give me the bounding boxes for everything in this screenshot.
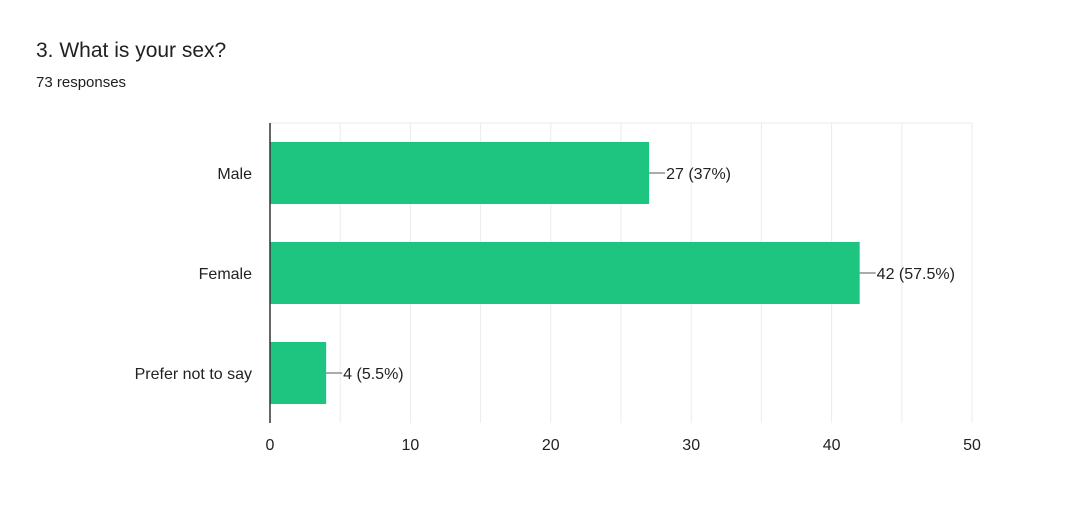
x-tick-label: 50 [963, 437, 981, 454]
x-tick-label: 0 [266, 437, 275, 454]
bar [270, 342, 327, 404]
bar [270, 142, 650, 204]
x-tick-label: 30 [682, 437, 700, 454]
data-label: 42 (57.5%) [877, 266, 955, 283]
x-tick-label: 20 [542, 437, 560, 454]
category-label: Male [217, 166, 252, 183]
category-label: Female [199, 266, 252, 283]
question-header: 3. What is your sex? 73 responses [36, 36, 226, 93]
category-label: Prefer not to say [135, 366, 252, 383]
data-label: 27 (37%) [666, 166, 731, 183]
x-tick-label: 40 [823, 437, 841, 454]
question-title: 3. What is your sex? [36, 39, 227, 62]
data-label: 4 (5.5%) [343, 366, 403, 383]
bar [270, 242, 860, 304]
bars [270, 142, 860, 404]
x-tick-label: 10 [402, 437, 420, 454]
labels: 27 (37%) Male 42 (57.5%) Female 4 (5.5%) Pref… [135, 166, 981, 454]
response-count: 73 responses [36, 74, 127, 91]
